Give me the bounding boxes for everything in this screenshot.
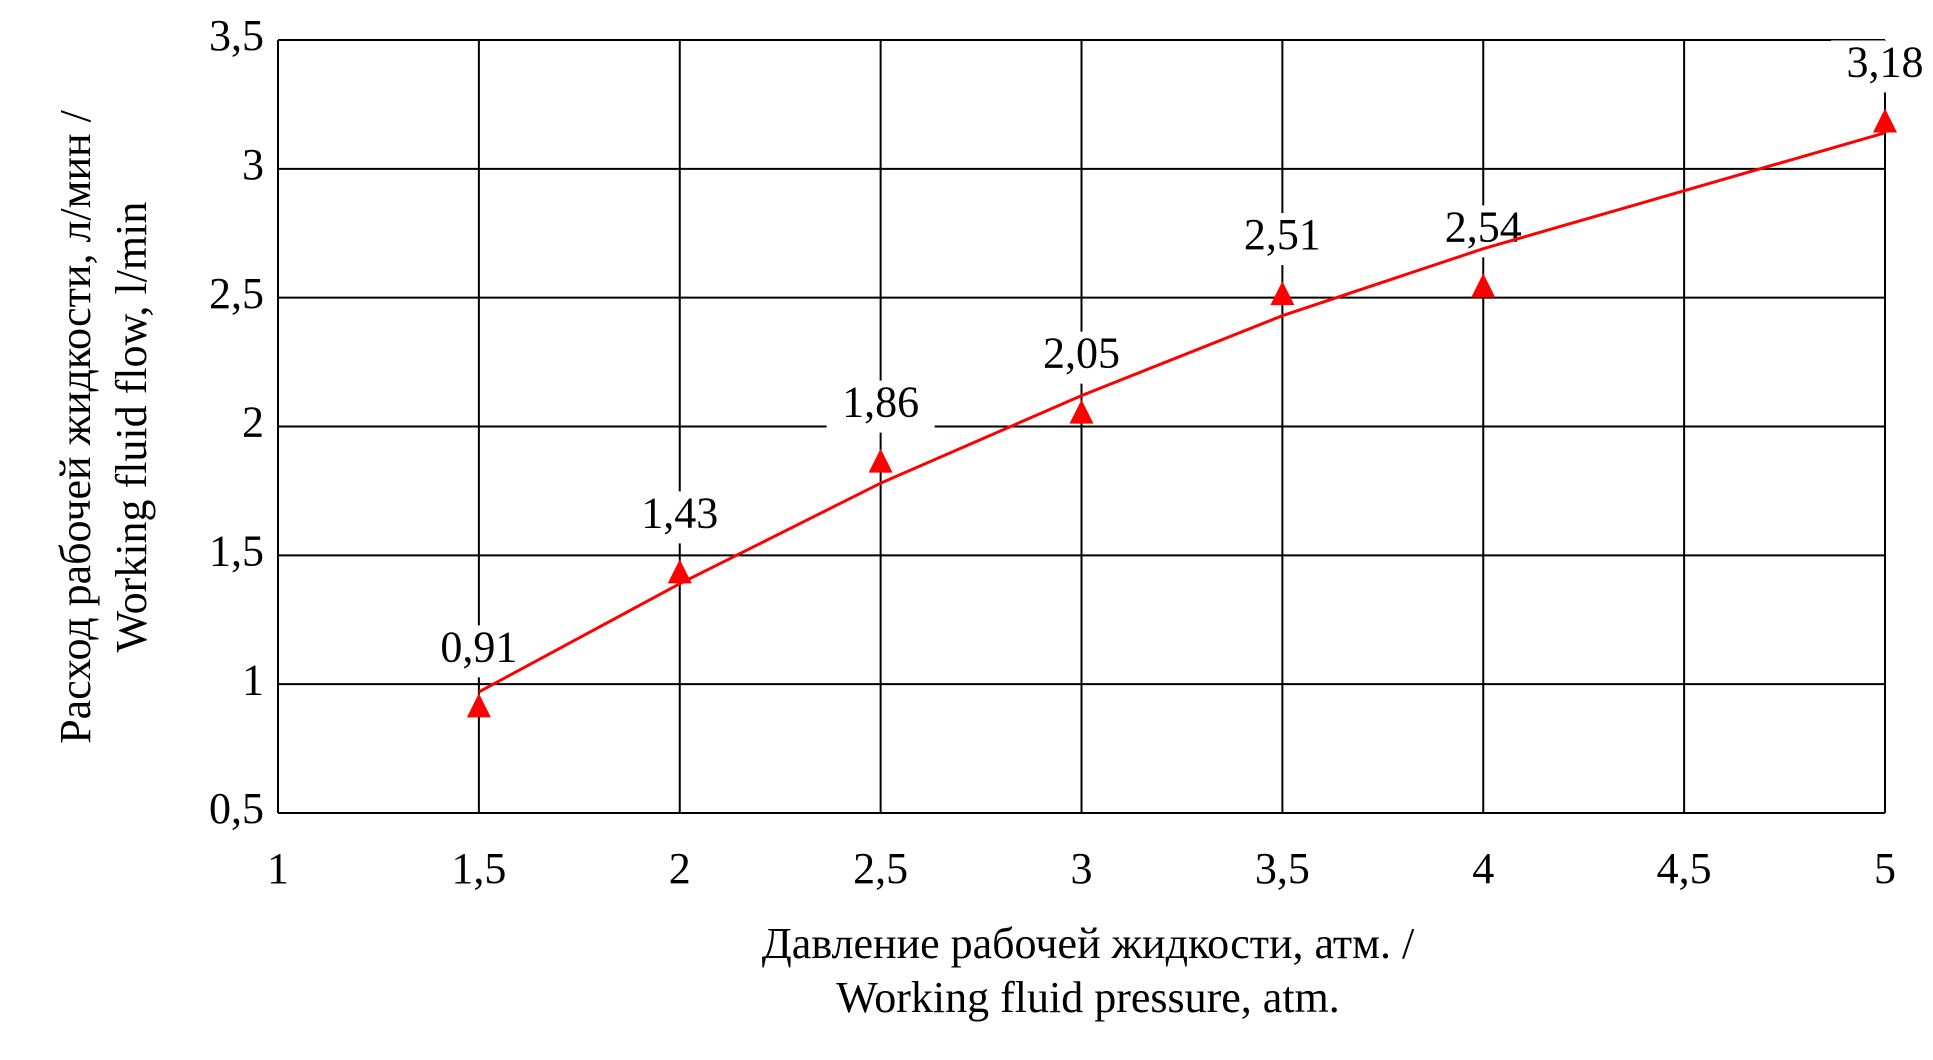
y-tick-label: 0,5 (209, 784, 264, 833)
data-label: 3,18 (1847, 38, 1924, 87)
data-label: 1,86 (842, 378, 919, 427)
x-tick-label: 4,5 (1657, 844, 1712, 893)
x-tick-label: 3,5 (1255, 844, 1310, 893)
point-marker (1471, 273, 1496, 298)
data-label: 2,54 (1445, 202, 1522, 251)
y-tick-label: 2,5 (209, 269, 264, 318)
data-label: 2,51 (1244, 210, 1321, 259)
label-background (1228, 213, 1337, 266)
point-marker (1069, 399, 1094, 424)
point-marker (1873, 108, 1897, 133)
data-label: 0,91 (440, 622, 517, 671)
y-tick-label: 3 (242, 140, 264, 189)
label-background (625, 491, 734, 544)
y-axis-title: Расход рабочей жидкости, л/мин / (51, 109, 100, 743)
label-background (1027, 331, 1136, 384)
x-tick-label: 2 (669, 844, 691, 893)
data-label: 1,43 (641, 488, 718, 537)
y-tick-label: 1,5 (209, 526, 264, 575)
label-background (826, 380, 935, 433)
y-tick-label: 1 (242, 655, 264, 704)
trend-line (478, 131, 1886, 694)
x-tick-label: 3 (1071, 844, 1093, 893)
data-label: 2,05 (1043, 329, 1120, 378)
x-tick-label: 1 (267, 844, 289, 893)
x-tick-label: 2,5 (853, 844, 908, 893)
y-axis-title: Working fluid flow, l/min (107, 202, 156, 653)
x-tick-label: 4 (1472, 844, 1494, 893)
point-marker (1270, 281, 1295, 306)
x-tick-label: 5 (1874, 844, 1896, 893)
x-axis-title: Давление рабочей жидкости, атм. / (762, 919, 1415, 968)
point-marker (466, 693, 491, 718)
x-axis-title: Working fluid pressure, atm. (836, 973, 1340, 1022)
grid (277, 39, 1886, 814)
label-background (424, 625, 533, 678)
point-marker (667, 559, 692, 584)
label-background (1831, 40, 1933, 93)
x-tick-label: 1,5 (451, 844, 506, 893)
y-tick-label: 3,5 (209, 11, 264, 60)
point-marker (868, 448, 893, 473)
y-tick-label: 2 (242, 398, 264, 447)
